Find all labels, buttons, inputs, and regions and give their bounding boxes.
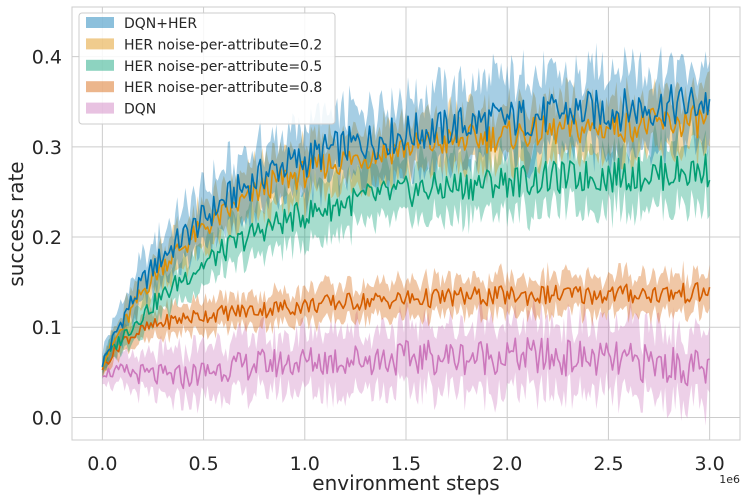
- y-tick-label: 0.0: [32, 407, 62, 429]
- band-3: [102, 260, 710, 378]
- x-tick-label: 3.0: [695, 453, 725, 475]
- legend-swatch: [86, 59, 114, 71]
- x-tick-label: 0.0: [87, 453, 117, 475]
- x-axis-label: environment steps: [312, 471, 499, 495]
- series-line-3: [101, 282, 711, 371]
- legend-label: DQN: [124, 102, 156, 118]
- legend-swatch: [86, 38, 114, 50]
- band-1: [102, 71, 710, 379]
- series-line-1: [101, 104, 710, 369]
- legend-frame: [78, 12, 336, 125]
- x-tick-label: 1.5: [391, 453, 421, 475]
- x-tick-label: 2.0: [492, 453, 522, 475]
- x-tick-labels: 0.0 0.5 1.0 1.5 2.0 2.5 3.0: [87, 453, 724, 475]
- plot-frame: [71, 6, 741, 441]
- series-line-4: [102, 337, 710, 390]
- x-offset-label: 1e6: [719, 473, 740, 486]
- x-tick-label: 2.5: [593, 453, 623, 475]
- legend-swatch: [86, 17, 114, 28]
- y-axis-label: success rate: [4, 161, 28, 286]
- x-tick-label: 1.0: [290, 453, 320, 475]
- legend-label: HER noise-per-attribute=0.8: [124, 80, 322, 96]
- legend-label: DQN+HER: [124, 16, 197, 32]
- y-tick-label: 0.4: [32, 47, 62, 69]
- legend-swatch: [86, 81, 114, 93]
- y-tick-label: 0.2: [32, 227, 62, 249]
- series-line-0: [101, 84, 711, 368]
- legend-label: HER noise-per-attribute=0.2: [124, 37, 322, 53]
- legend: DQN+HER HER noise-per-attribute=0.2 HER no…: [78, 12, 336, 125]
- legend-swatch: [86, 102, 114, 114]
- series-lines: [101, 84, 711, 390]
- y-tick-label: 0.1: [32, 317, 62, 339]
- y-tick-label: 0.3: [32, 137, 62, 159]
- x-tick-label: 0.5: [188, 453, 218, 475]
- legend-label: HER noise-per-attribute=0.5: [124, 59, 322, 75]
- series-line-2: [101, 153, 711, 366]
- band-4: [102, 296, 710, 426]
- y-tick-labels: 0.0 0.1 0.2 0.3 0.4: [32, 47, 62, 430]
